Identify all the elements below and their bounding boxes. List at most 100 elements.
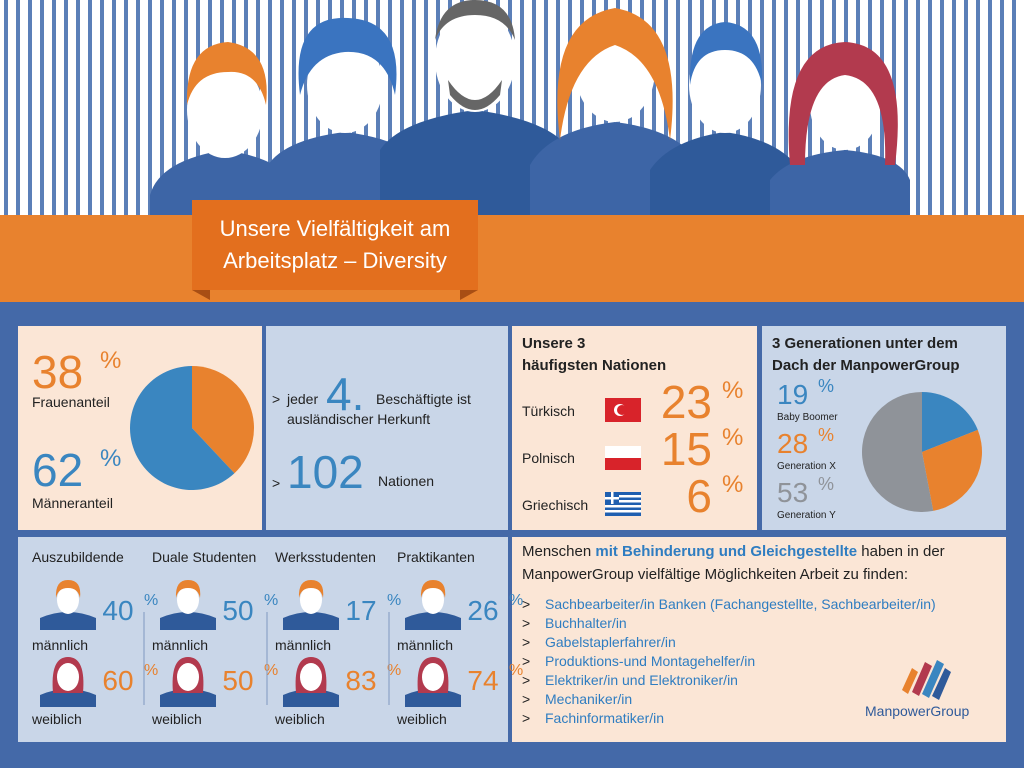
stripe [988, 0, 992, 215]
face [57, 663, 79, 691]
person-icon [160, 580, 216, 630]
stripe [280, 0, 284, 215]
pie-slice [862, 392, 934, 512]
label: Frauenanteil [32, 394, 110, 410]
hair [298, 580, 324, 598]
job: Mechaniker/in [545, 691, 632, 707]
stripe [172, 0, 176, 215]
text: ausländischer Herkunft [287, 411, 430, 427]
label: männlich [397, 637, 453, 653]
stripe [304, 0, 308, 215]
group-name: Praktikanten [397, 549, 475, 565]
face [177, 586, 199, 614]
stripe [532, 0, 536, 215]
unit: % [818, 474, 834, 494]
heading: 3 Generationen unter dem [772, 335, 958, 352]
job: Elektriker/in und Elektroniker/in [545, 672, 738, 688]
generation-name: Generation Y [777, 510, 836, 521]
flag-gr [605, 492, 641, 516]
label: Männeranteil [32, 495, 113, 511]
hair [420, 580, 446, 598]
value: 6 [686, 470, 712, 522]
group-name: Auszubildende [32, 549, 124, 565]
face [300, 663, 322, 691]
stripe [388, 0, 392, 215]
unit: % [144, 592, 158, 609]
label: männlich [275, 637, 331, 653]
intro: ManpowerGroup vielfältige Möglichkeiten … [522, 566, 908, 583]
unit: % [509, 662, 523, 679]
stripe [52, 0, 56, 215]
job: Gabelstaplerfahrer/in [545, 634, 676, 650]
stripe [100, 0, 104, 215]
generation-name: Baby Boomer [777, 412, 838, 423]
stripe [40, 0, 44, 215]
label: weiblich [31, 711, 82, 727]
stripe [16, 0, 20, 215]
number: 102 [287, 446, 364, 498]
value: 38 [32, 346, 83, 398]
person-icon [160, 657, 216, 707]
stripe [676, 0, 680, 215]
unit: % [264, 662, 278, 679]
group-name: Duale Studenten [152, 549, 256, 565]
stripe [1000, 0, 1004, 215]
stripe [400, 0, 404, 215]
stripe [520, 0, 524, 215]
unit: % [387, 662, 401, 679]
bullet: > [522, 672, 530, 688]
unit: % [100, 445, 121, 472]
person-icon [283, 580, 339, 630]
bullet: > [522, 634, 530, 650]
value: 60 [102, 665, 133, 696]
job: Produktions-und Montagehelfer/in [545, 653, 755, 669]
stripe [940, 0, 944, 215]
body [405, 612, 461, 630]
bullet: > [522, 615, 530, 631]
text: Menschen [522, 543, 591, 560]
stripe [544, 0, 548, 215]
unit: % [818, 376, 834, 396]
job: Buchhalter/in [545, 615, 627, 631]
banner-band [0, 215, 1024, 302]
label: weiblich [274, 711, 325, 727]
nation-name: Türkisch [522, 403, 575, 419]
face [300, 586, 322, 614]
stripe [136, 0, 140, 215]
stripe [508, 0, 512, 215]
text: jeder [286, 391, 318, 407]
pie-slice [129, 366, 235, 490]
bullet: > [522, 710, 530, 726]
heading: Dach der ManpowerGroup [772, 357, 960, 374]
text: haben in der [861, 543, 944, 560]
unit: % [144, 662, 158, 679]
title: Unsere Vielfältigkeit am [220, 216, 451, 241]
unit: % [509, 592, 523, 609]
stripe [436, 0, 440, 215]
nation-name: Polnisch [522, 450, 575, 466]
stripe [76, 0, 80, 215]
banner-box [192, 200, 478, 290]
person-icon [283, 657, 339, 707]
title: Arbeitsplatz – Diversity [223, 248, 447, 273]
stripe [448, 0, 452, 215]
body [405, 689, 461, 707]
unit: % [100, 347, 121, 374]
bullet: > [522, 596, 530, 612]
stripe [4, 0, 8, 215]
value: 40 [102, 595, 133, 626]
logo-icon [902, 660, 951, 700]
stripe [268, 0, 272, 215]
heading: häufigsten Nationen [522, 357, 666, 374]
body [160, 689, 216, 707]
label: männlich [32, 637, 88, 653]
value: 17 [345, 595, 376, 626]
pie-slice [922, 392, 978, 452]
stripe [496, 0, 500, 215]
panel [18, 537, 508, 742]
person-icon [40, 657, 96, 707]
person-icon [405, 580, 461, 630]
body [160, 612, 216, 630]
value: 28 [777, 428, 808, 459]
stripe [424, 0, 428, 215]
